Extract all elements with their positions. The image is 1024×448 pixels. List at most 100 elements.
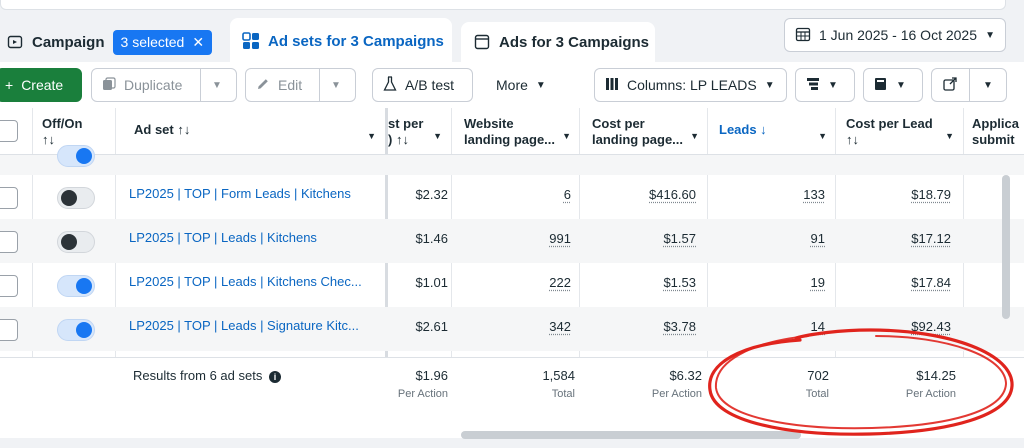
ad-set-name-link[interactable]: LP2025 | TOP | Leads | Kitchens (129, 230, 317, 245)
cost-landing-value[interactable]: $1.57 (663, 231, 696, 246)
toggle-switch[interactable] (57, 275, 95, 297)
header-website-landing[interactable]: Website landing page... ▼ (458, 108, 579, 154)
reports-button[interactable]: ▼ (863, 68, 923, 102)
breakdown-icon (806, 77, 820, 94)
header-leads-label: Leads ↓ (719, 122, 767, 137)
chevron-down-icon: ▼ (818, 131, 827, 141)
tab-campaign[interactable]: Campaign 3 selected ✕ (0, 22, 222, 62)
edit-label: Edit (278, 77, 303, 93)
create-button[interactable]: + Create (0, 68, 82, 102)
divider (969, 69, 970, 101)
pencil-icon (256, 77, 270, 94)
chevron-down-icon: ▼ (945, 131, 954, 141)
ad-set-name-link[interactable]: LP2025 | TOP | Leads | Kitchens Chec... (129, 274, 362, 289)
vertical-scrollbar[interactable] (1002, 175, 1010, 319)
chevron-down-icon: ▼ (433, 131, 442, 141)
website-landing-value[interactable]: 222 (549, 275, 571, 290)
column-divider (707, 108, 708, 438)
more-button[interactable]: More ▼ (485, 68, 571, 102)
website-landing-value[interactable]: 6 (563, 187, 571, 202)
cost-per-result-value: $2.32 (415, 187, 448, 202)
cost-landing-value[interactable]: $1.53 (663, 275, 696, 290)
website-landing-value[interactable]: 342 (549, 319, 571, 334)
chevron-down-icon[interactable]: ▼ (212, 79, 222, 91)
export-icon (943, 76, 957, 94)
summary-cost-landing-sub: Per Action (651, 388, 702, 400)
leads-value[interactable]: 19 (810, 275, 825, 290)
summary-cost-per-lead: $14.25 (916, 368, 956, 383)
header-off-on[interactable]: Off/On ↑↓ (36, 108, 114, 154)
chevron-down-icon[interactable]: ▼ (331, 79, 341, 91)
horizontal-scrollbar[interactable] (461, 431, 801, 439)
tab-adsets[interactable]: Ad sets for 3 Campaigns (230, 18, 452, 64)
table-row[interactable]: LP2025 | TOP | Leads | Kitchens Chec... … (0, 263, 1024, 307)
chevron-down-icon[interactable]: ▼ (983, 79, 993, 91)
chevron-down-icon: ▼ (896, 79, 906, 91)
columns-icon (605, 77, 619, 94)
tab-ads[interactable]: Ads for 3 Campaigns (461, 22, 655, 62)
summary-leads-sub: Total (805, 388, 829, 400)
leads-value[interactable]: 91 (810, 231, 825, 246)
cost-per-lead-value[interactable]: $92.43 (911, 319, 951, 334)
row-checkbox[interactable] (0, 231, 18, 253)
table-row[interactable]: LP2025 | TOP | Leads | Signature Kitc...… (0, 307, 1024, 351)
ab-test-button[interactable]: A/B test (372, 68, 473, 102)
summary-leads: 702 (807, 368, 829, 383)
date-range-label: 1 Jun 2025 - 16 Oct 2025 (819, 27, 977, 43)
breakdown-button[interactable]: ▼ (795, 68, 855, 102)
leads-value[interactable]: 14 (810, 319, 825, 334)
selected-badge-label: 3 selected (120, 34, 185, 50)
cost-landing-value[interactable]: $416.60 (649, 187, 696, 202)
export-button[interactable]: ▼ (931, 68, 1007, 102)
header-leads[interactable]: Leads ↓ ▼ (713, 108, 835, 154)
table-row[interactable]: LP2025 | TOP | Form Leads | Kitchens $2.… (0, 175, 1024, 219)
cost-per-lead-value[interactable]: $18.79 (911, 187, 951, 202)
cost-per-lead-value[interactable]: $17.84 (911, 275, 951, 290)
header-cost-landing[interactable]: Cost per landing page... ▼ (586, 108, 707, 154)
cost-landing-value[interactable]: $3.78 (663, 319, 696, 334)
chevron-down-icon: ▼ (535, 79, 546, 91)
header-cost-per-result[interactable]: st per ) ↑↓ ▼ (388, 108, 450, 154)
toggle-switch[interactable] (57, 231, 95, 253)
header-applications[interactable]: Applica submit (966, 108, 1024, 154)
summary-cost-per-lead-sub: Per Action (905, 388, 956, 400)
sort-icon: ↑↓ (42, 132, 55, 147)
table-row-partial (0, 145, 1024, 175)
toggle-switch[interactable] (57, 187, 95, 209)
column-divider (451, 108, 452, 438)
tab-campaign-label: Campaign (32, 33, 105, 51)
row-checkbox[interactable] (0, 319, 18, 341)
duplicate-button[interactable]: Duplicate ▼ (91, 68, 237, 102)
selected-badge[interactable]: 3 selected ✕ (112, 29, 213, 55)
cost-per-result-value: $2.61 (415, 319, 448, 334)
ad-set-name-link[interactable]: LP2025 | TOP | Leads | Signature Kitc... (129, 318, 359, 333)
edit-button[interactable]: Edit ▼ (245, 68, 356, 102)
header-ad-set-label: Ad set ↑↓ (134, 122, 191, 137)
frozen-column-divider[interactable] (385, 108, 388, 438)
ad-sets-table: Off/On ↑↓ Ad set ↑↓ ▼ st per ) ↑↓ ▼ Webs… (0, 108, 1024, 438)
header-off-on-label: Off/On (42, 116, 83, 131)
leads-value[interactable]: 133 (803, 187, 825, 202)
info-icon[interactable]: i (268, 371, 281, 383)
grid-icon (242, 32, 260, 50)
table-row[interactable]: LP2025 | TOP | Leads | Kitchens $1.46 99… (0, 219, 1024, 263)
row-checkbox[interactable] (0, 187, 18, 209)
select-all-checkbox[interactable] (0, 120, 18, 142)
cost-per-lead-value[interactable]: $17.12 (911, 231, 951, 246)
column-divider (835, 108, 836, 438)
chevron-down-icon: ▼ (985, 29, 995, 41)
close-icon[interactable]: ✕ (192, 33, 205, 50)
toggle-switch[interactable] (57, 319, 95, 341)
results-summary-label-wrap: Results from 6 ad sets i (133, 368, 281, 383)
columns-button[interactable]: Columns: LP LEADS ▼ (594, 68, 787, 102)
date-range-picker[interactable]: 1 Jun 2025 - 16 Oct 2025 ▼ (784, 18, 1006, 52)
header-cost-per-lead[interactable]: Cost per Lead ↑↓ ▼ (840, 108, 962, 154)
website-landing-value[interactable]: 991 (549, 231, 571, 246)
ad-set-name-link[interactable]: LP2025 | TOP | Form Leads | Kitchens (129, 186, 351, 201)
toggle-switch[interactable] (57, 145, 95, 167)
row-checkbox[interactable] (0, 275, 18, 297)
tab-adsets-label: Ad sets for 3 Campaigns (268, 32, 444, 50)
header-cost-landing-label: Cost per (592, 116, 645, 131)
header-cost-sub: ) ↑↓ (388, 132, 409, 147)
header-ad-set[interactable]: Ad set ↑↓ ▼ (128, 108, 384, 154)
